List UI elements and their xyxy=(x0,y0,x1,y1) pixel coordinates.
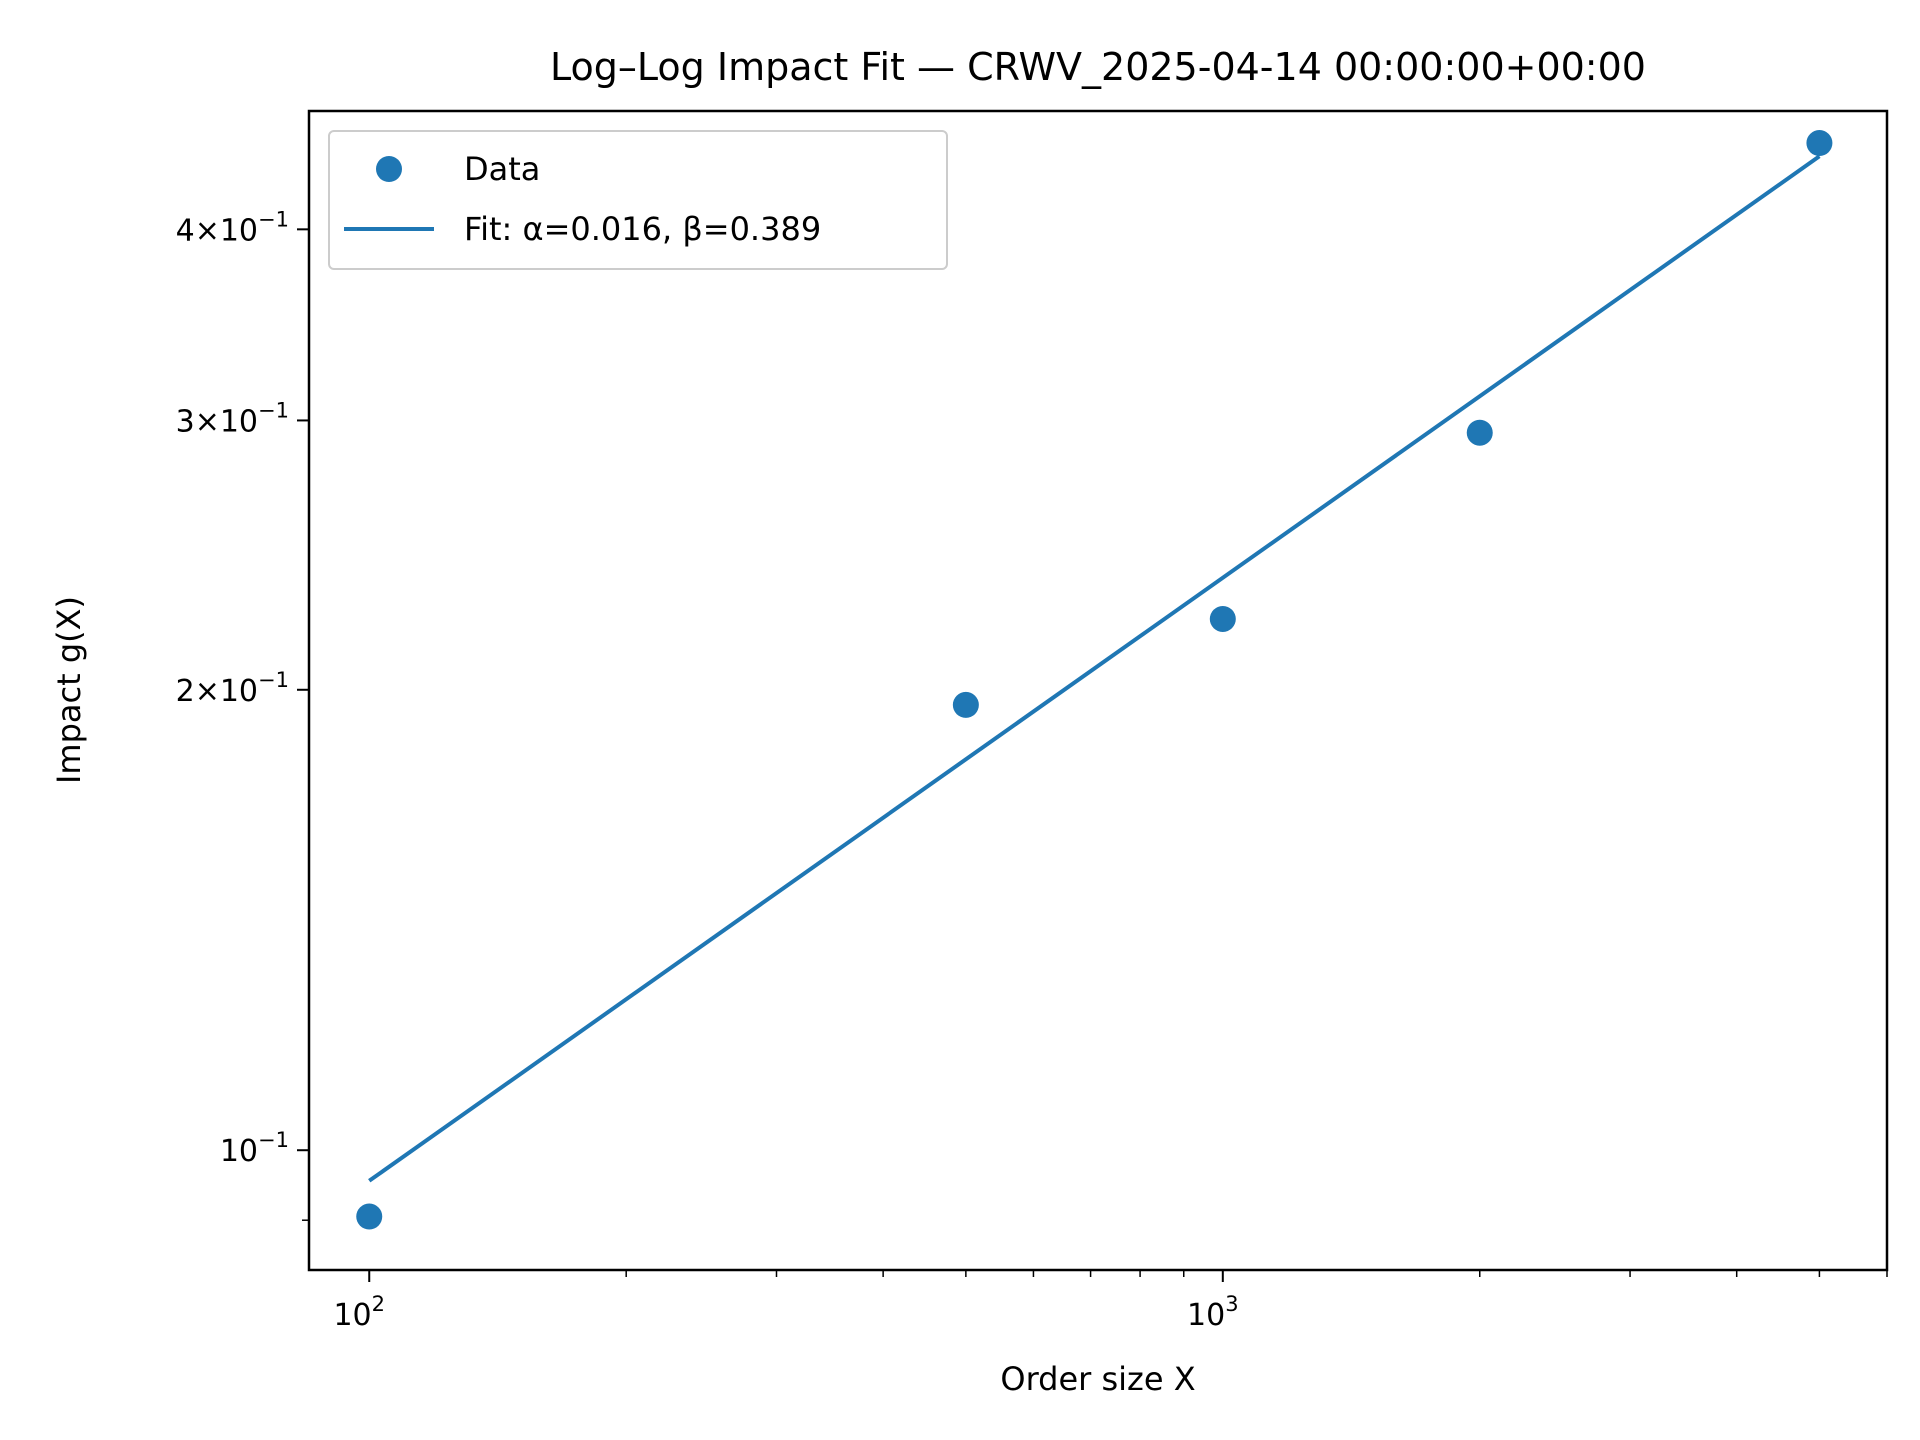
y-tick-label: 3×10−1 xyxy=(176,398,289,439)
legend-label-fit: Fit: α=0.016, β=0.389 xyxy=(464,210,821,248)
legend-marker-data xyxy=(376,156,402,182)
data-point xyxy=(1466,419,1493,446)
legend-box xyxy=(328,130,948,270)
x-tick-label: 103 xyxy=(1187,1292,1239,1333)
x-axis-title: Order size X xyxy=(1000,1360,1195,1398)
legend-label-data: Data xyxy=(464,150,540,188)
y-tick-label: 2×10−1 xyxy=(176,668,289,709)
x-tick-label: 102 xyxy=(333,1292,385,1333)
data-point xyxy=(952,691,979,718)
y-tick-label: 4×10−1 xyxy=(176,207,289,248)
x-axis-title-text: Order size X xyxy=(1000,1360,1195,1398)
plot-area xyxy=(356,130,1833,1230)
x-axis: 102 103 xyxy=(333,1270,1888,1333)
y-axis-title-text: Impact g(X) xyxy=(50,596,88,784)
legend: Data Fit: α=0.016, β=0.389 xyxy=(328,130,948,270)
fit-line xyxy=(368,154,1821,1183)
data-point xyxy=(1209,605,1236,632)
y-axis: 10−1 2×10−1 3×10−1 4×10−1 xyxy=(176,207,309,1221)
y-tick-label: 10−1 xyxy=(220,1128,289,1169)
data-point xyxy=(1806,130,1833,157)
chart-title: Log–Log Impact Fit — CRWV_2025-04-14 00:… xyxy=(550,45,1646,89)
data-point xyxy=(356,1203,383,1230)
y-axis-title: Impact g(X) xyxy=(50,596,88,784)
